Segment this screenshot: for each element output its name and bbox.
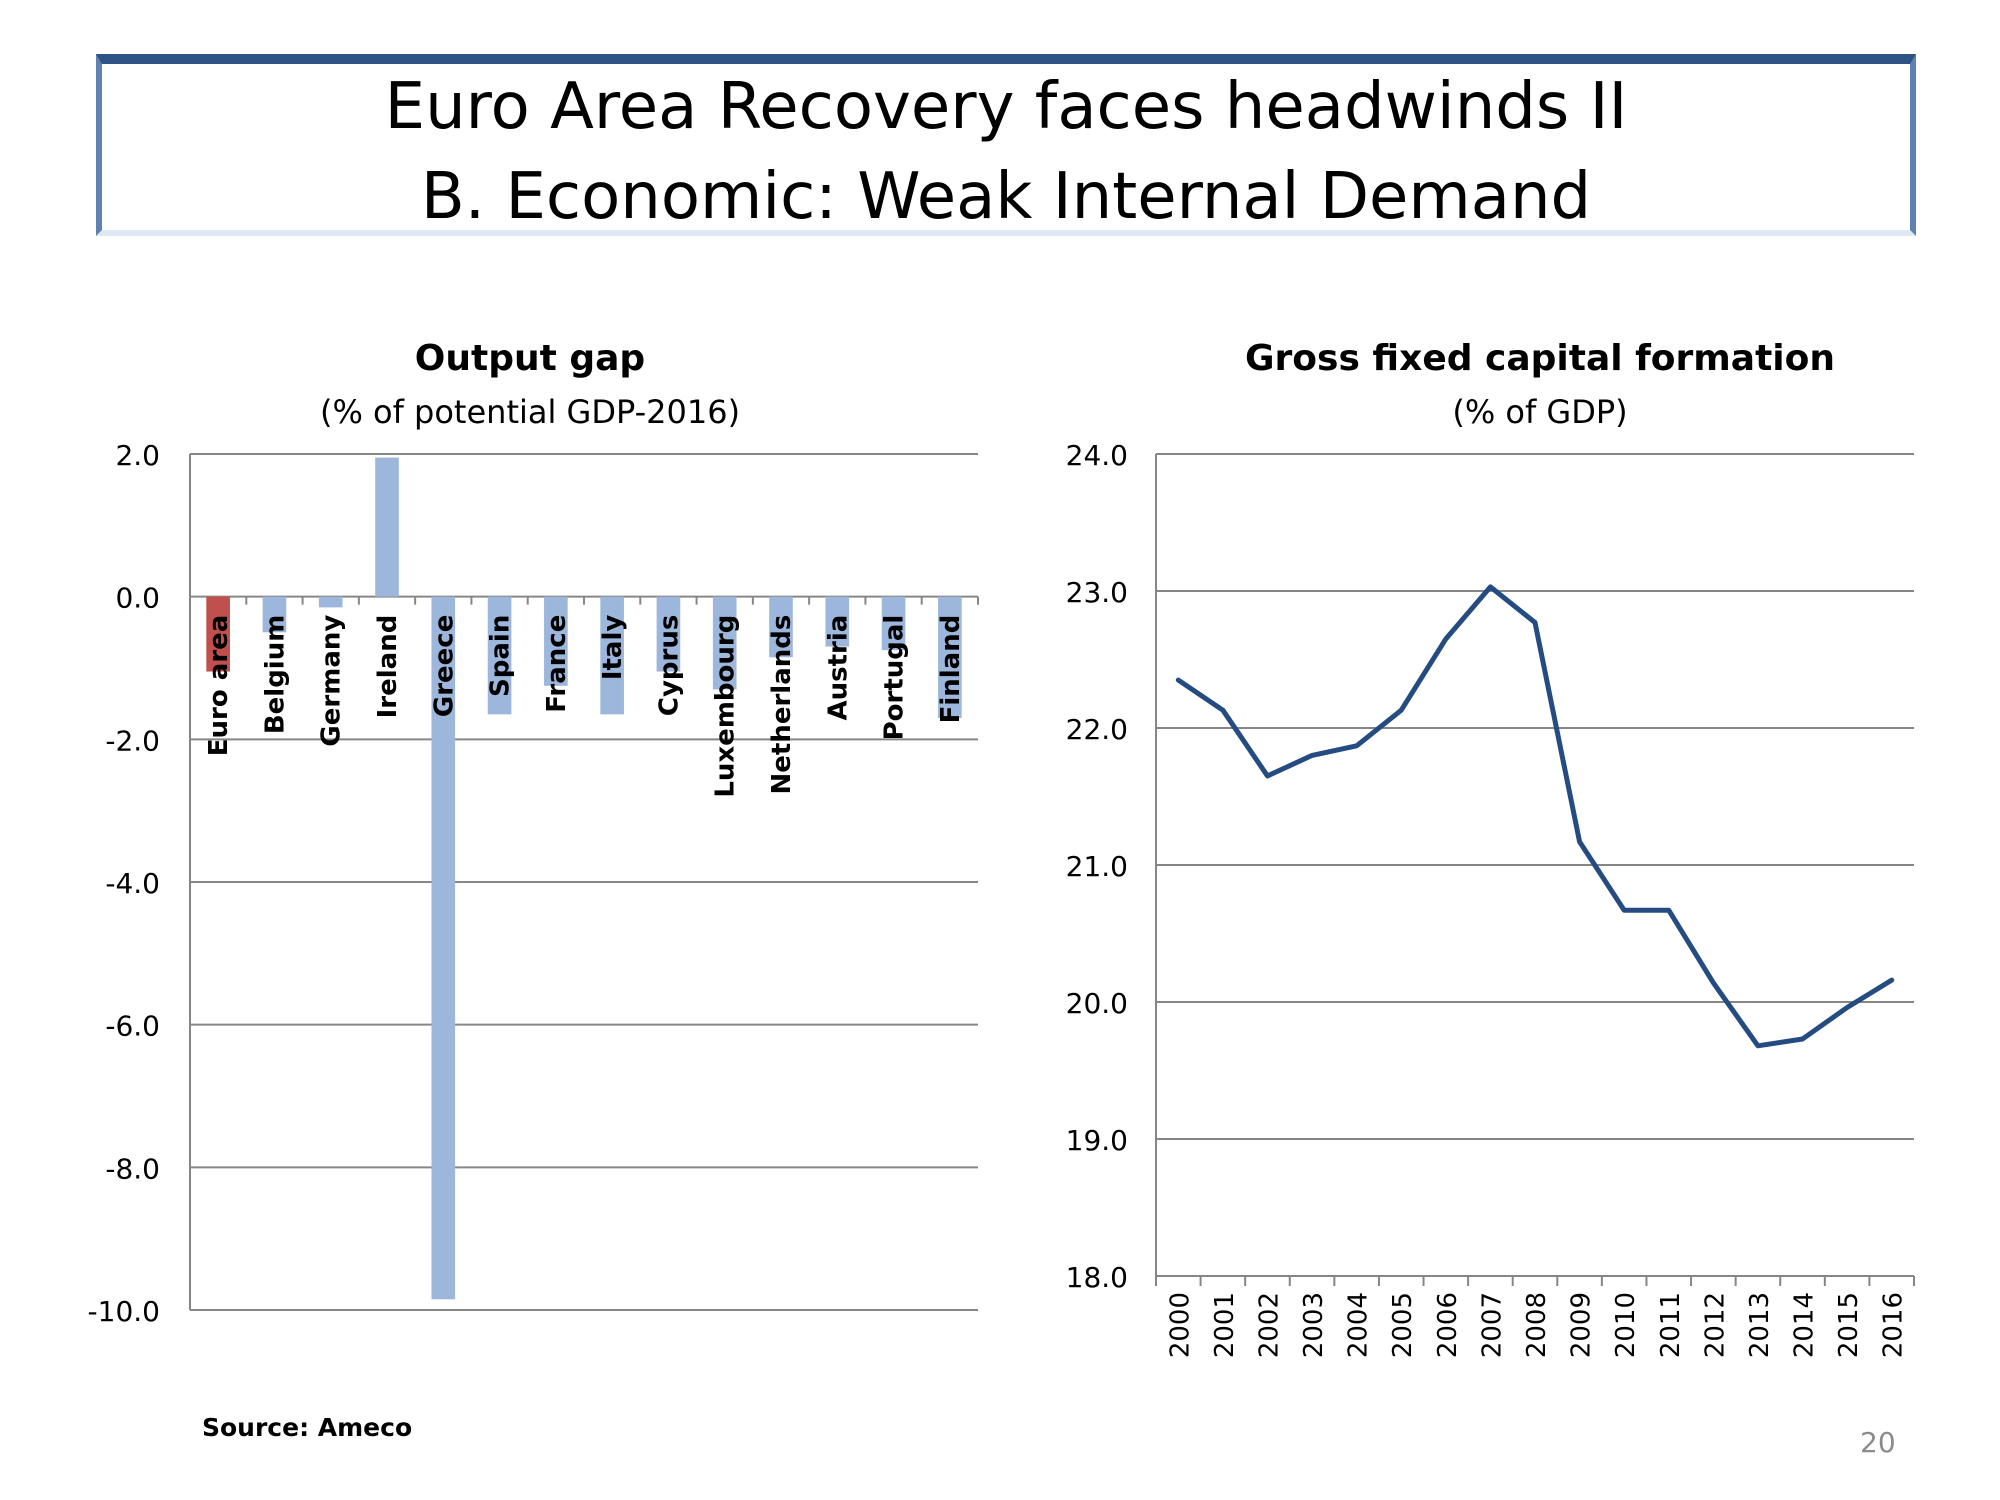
x-category-label: Cyprus: [654, 615, 684, 716]
y-tick-label: -2.0: [105, 724, 160, 757]
series-line: [1175, 584, 1895, 1049]
gfcf-line-chart: 24.0 23.0 22.0 21.0 20.0 19.0 18.0 2000 2001 2002…: [1066, 439, 1915, 1358]
x-category-label: France: [542, 615, 572, 713]
x-tick-label: 2000: [1165, 1292, 1195, 1358]
x-category-label: Germany: [317, 615, 347, 747]
slide-title-line-1: Euro Area Recovery faces headwinds II: [384, 70, 1628, 144]
bar: [938, 596, 962, 718]
x-tick-label: 2002: [1254, 1292, 1284, 1358]
y-tick-label: -4.0: [105, 867, 160, 900]
bar: [769, 596, 793, 658]
y-tick-label: 0.0: [115, 582, 160, 615]
x-tick-label: 2010: [1611, 1292, 1641, 1358]
bar: [544, 596, 568, 686]
y-tick-label: 21.0: [1066, 850, 1128, 883]
x-category-label: Spain: [486, 615, 516, 697]
x-tick-label: 2008: [1522, 1292, 1552, 1358]
bar: [487, 596, 512, 715]
x-tick-label: 2003: [1299, 1292, 1329, 1358]
bar: [375, 457, 399, 597]
x-category-label: Euro area: [204, 615, 234, 757]
y-tick-label: 22.0: [1066, 713, 1128, 746]
bar: [206, 596, 230, 672]
x-category-label: Portugal: [880, 615, 910, 741]
x-tick-label: 2004: [1344, 1292, 1374, 1358]
y-tick-label: -6.0: [105, 1010, 160, 1043]
x-category-label: Greece: [429, 615, 459, 717]
slide-title-line-2: B. Economic: Weak Internal Demand: [420, 160, 1592, 234]
bar: [656, 596, 681, 672]
x-tick-label: 2015: [1834, 1292, 1864, 1358]
y-tick-label: 23.0: [1066, 576, 1128, 609]
x-tick-label: 2013: [1745, 1292, 1775, 1358]
y-tick-label: 18.0: [1066, 1261, 1128, 1294]
bar: [881, 596, 906, 651]
output-gap-bar-chart: 2.0 0.0 -2.0 -4.0 -6.0 -8.0 -10.0 Euro area Belg…: [88, 439, 979, 1328]
bar: [825, 596, 850, 647]
x-tick-label: 2012: [1700, 1292, 1730, 1358]
x-category-label: Belgium: [260, 615, 290, 735]
x-tick-label: 2009: [1567, 1292, 1597, 1358]
slide-title-box: Euro Area Recovery faces headwinds II B.…: [96, 54, 1916, 236]
y-tick-label: 20.0: [1066, 987, 1128, 1020]
y-tick-label: -10.0: [88, 1295, 160, 1328]
bar: [712, 596, 737, 690]
x-category-label: Austria: [823, 615, 853, 721]
y-tick-label: 19.0: [1066, 1124, 1128, 1157]
output-gap-chart-subtitle: (% of potential GDP-2016): [319, 393, 741, 431]
x-tick-label: 2001: [1210, 1292, 1240, 1358]
bar: [600, 596, 624, 715]
bar: [318, 596, 343, 608]
y-tick-label: 24.0: [1066, 439, 1128, 472]
y-tick-label: -8.0: [105, 1152, 160, 1185]
gfcf-chart-subtitle: (% of GDP): [1452, 393, 1628, 431]
x-category-label: Netherlands: [767, 615, 797, 795]
x-category-label: Italy: [598, 615, 628, 681]
output-gap-chart-title: Output gap: [414, 338, 646, 379]
x-tick-label: 2014: [1790, 1292, 1820, 1358]
y-tick-label: 2.0: [115, 439, 160, 472]
x-tick-label: 2006: [1433, 1292, 1463, 1358]
x-tick-label: 2016: [1879, 1292, 1909, 1358]
bar: [262, 596, 287, 633]
x-category-label: Finland: [936, 615, 966, 724]
x-tick-label: 2007: [1477, 1292, 1507, 1358]
x-tick-label: 2005: [1388, 1292, 1418, 1358]
x-tick-label: 2011: [1656, 1292, 1686, 1358]
page-number: 20: [1860, 1426, 1896, 1459]
gfcf-chart-title: Gross fixed capital formation: [1244, 338, 1836, 379]
source-note: Source: Ameco: [202, 1413, 413, 1442]
x-category-label: Luxembourg: [711, 615, 741, 798]
x-category-label: Ireland: [373, 615, 403, 719]
bar: [431, 596, 456, 1300]
